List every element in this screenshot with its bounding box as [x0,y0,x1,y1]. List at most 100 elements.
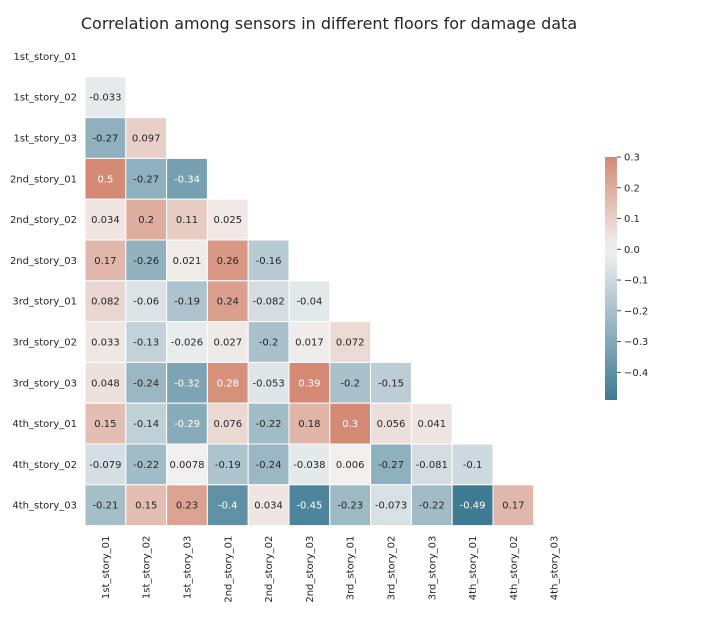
heatmap-cell [247,443,290,486]
cell-value-label: 0.28 [217,378,239,389]
cell-value-label: -0.23 [337,501,363,512]
heatmap-cell [288,443,331,486]
x-tick-label: 2nd_story_03 [305,536,316,603]
heatmap-cell [84,443,127,486]
heatmap-cell [451,443,494,486]
cell-value-label: -0.13 [133,338,159,349]
heatmap-cell [206,198,249,241]
cell-value-label: 0.0078 [170,460,205,471]
cell-value-label: 0.17 [502,501,524,512]
cell-value-label: 0.3 [342,419,358,430]
heatmap-cell [84,117,127,159]
y-tick-label: 1st_story_03 [14,134,78,145]
y-tick-label: 2nd_story_02 [10,215,77,226]
cell-value-label: -0.038 [293,460,325,471]
y-tick-label: 2nd_story_01 [10,174,77,185]
cell-value-label: -0.24 [133,378,159,389]
heatmap-cell [288,280,331,323]
cell-value-label: 0.15 [94,419,116,430]
y-tick-label: 2nd_story_03 [10,256,77,267]
cell-value-label: 0.17 [94,256,116,267]
cell-value-label: -0.49 [460,501,486,512]
cell-value-label: -0.19 [215,460,241,471]
cell-value-label: 0.39 [298,378,320,389]
cell-value-label: -0.053 [252,378,284,389]
cell-value-label: -0.079 [89,460,121,471]
cell-value-label: -0.34 [174,174,200,185]
heatmap-cell [247,484,290,527]
heatmap-cell [410,402,453,445]
heatmap-cells: -0.033 -0.27 0.097 0.5 -0.27 -0.34 0.034 0.2 0.1… [84,76,535,527]
y-tick-label: 3rd_story_02 [12,338,77,349]
y-tick-label: 3rd_story_01 [12,297,77,308]
cell-value-label: 0.034 [91,215,120,226]
cell-value-label: -0.06 [133,297,159,308]
heatmap-cell [84,402,127,445]
colorbar-tick-label: 0.1 [624,214,640,225]
cell-value-label: 0.5 [97,174,113,185]
heatmap-cell [370,361,412,404]
heatmap-cell [410,484,453,527]
cell-value-label: -0.2 [340,378,360,389]
cell-value-label: -0.15 [378,378,404,389]
x-tick-label: 3rd_story_02 [387,536,398,601]
x-tick-label: 2nd_story_02 [264,536,275,603]
x-axis-tick-labels: 1st_story_01 1st_story_02 1st_story_03 2nd_… [101,536,561,603]
cell-value-label: -0.2 [259,338,279,349]
cell-value-label: 0.2 [138,215,154,226]
cell-value-label: -0.081 [416,460,448,471]
heatmap-cell [84,484,127,527]
heatmap-cell [206,239,249,282]
cell-value-label: 0.025 [213,215,242,226]
cell-value-label: -0.033 [89,93,121,104]
cell-value-label: 0.18 [298,419,320,430]
heatmap-cell [329,484,372,527]
colorbar: 0.3 0.2 0.1 0.0 −0.1 −0.2 −0.3 −0.4 [605,153,648,400]
cell-value-label: -0.04 [296,297,322,308]
heatmap-cell [125,321,168,363]
heatmap-cell [125,484,168,527]
heatmap-cell [492,484,535,527]
cell-value-label: -0.4 [218,501,238,512]
colorbar-tick-label: −0.2 [624,306,648,317]
x-tick-label: 4th_story_03 [550,536,561,601]
cell-value-label: -0.32 [174,378,200,389]
heatmap-cell [329,321,372,363]
heatmap-cell [206,484,249,527]
x-tick-label: 4th_story_01 [468,536,479,601]
heatmap-cell [166,361,208,404]
x-tick-label: 1st_story_02 [142,536,153,600]
heatmap-cell [288,321,331,363]
colorbar-tick-label: 0.3 [624,153,640,164]
y-tick-label: 4th_story_01 [12,419,77,430]
heatmap-cell [125,198,168,241]
cell-value-label: 0.15 [135,501,157,512]
cell-value-label: 0.097 [132,134,161,145]
heatmap-cell [125,280,168,323]
heatmap-cell [84,76,127,119]
cell-value-label: -0.27 [133,174,159,185]
y-tick-label: 1st_story_01 [14,52,78,63]
cell-value-label: 0.034 [254,501,283,512]
cell-value-label: -0.27 [92,134,118,145]
x-tick-label: 1st_story_01 [101,536,112,600]
heatmap-cell [288,484,331,527]
cell-value-label: -0.24 [256,460,282,471]
y-tick-label: 4th_story_03 [12,501,77,512]
cell-value-label: -0.026 [171,338,203,349]
cell-value-label: 0.056 [377,419,406,430]
colorbar-tick-label: 0.0 [624,245,640,256]
cell-value-label: 0.017 [295,338,324,349]
x-tick-label: 3rd_story_03 [427,536,438,601]
colorbar-gradient [605,157,617,400]
y-tick-label: 1st_story_02 [14,93,78,104]
heatmap-cell [125,443,168,486]
cell-value-label: 0.11 [176,215,198,226]
heatmap-cell [247,280,290,323]
heatmap-cell [166,157,208,200]
cell-value-label: -0.21 [92,501,118,512]
x-tick-label: 3rd_story_01 [346,536,357,601]
cell-value-label: -0.1 [463,460,483,471]
cell-value-label: 0.26 [217,256,239,267]
